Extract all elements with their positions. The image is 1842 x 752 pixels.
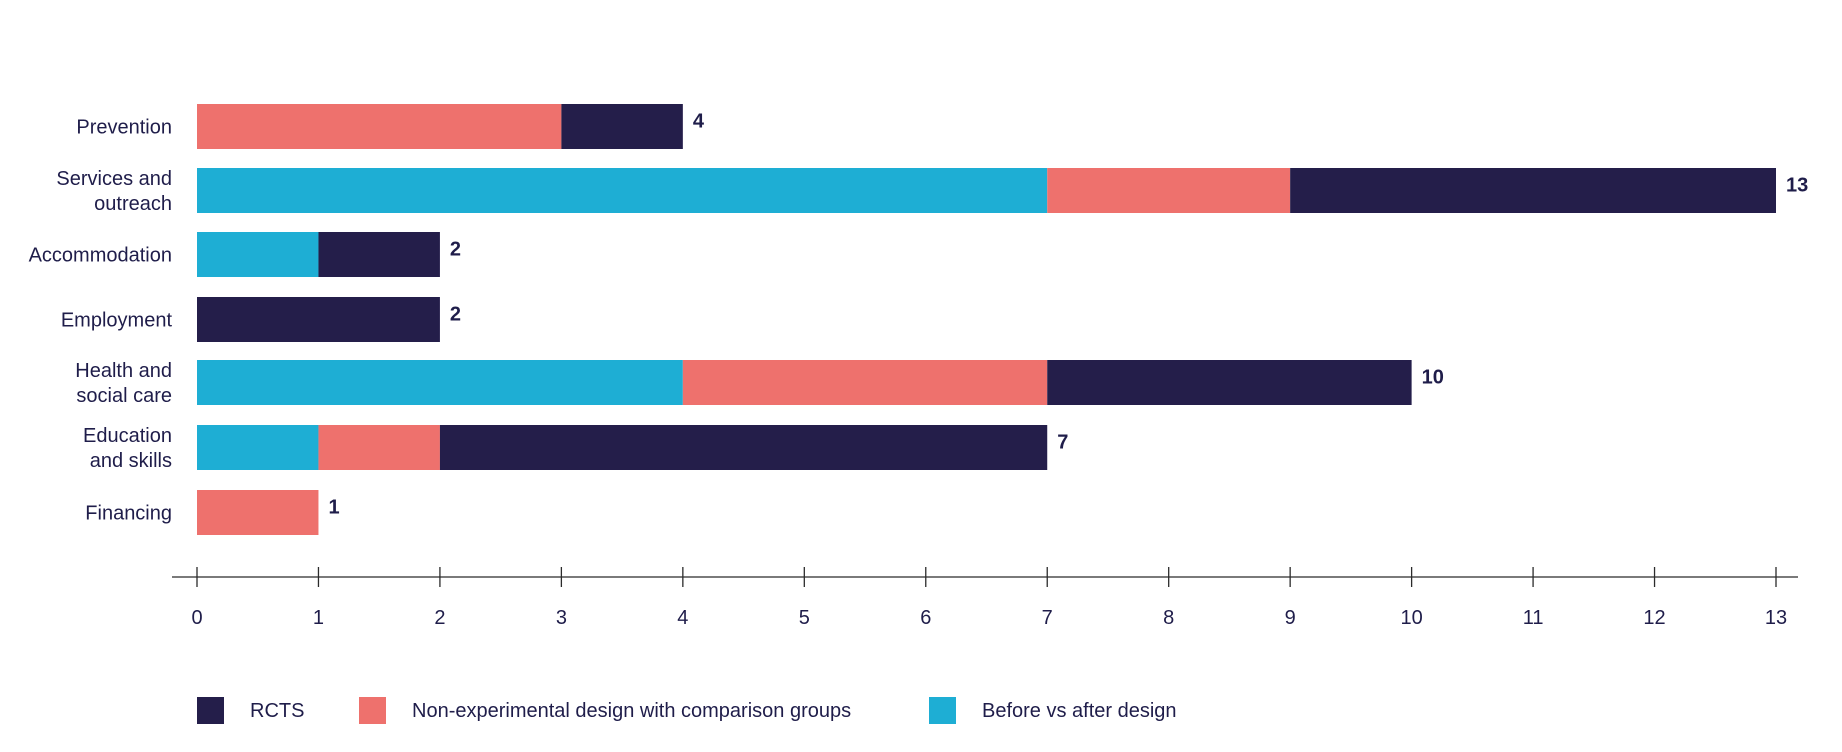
total-label: 13 — [1786, 175, 1808, 197]
legend-item-non-experimental-design-with-comparison-groups: Non-experimental design with comparison … — [359, 697, 851, 724]
bar-education-and-skills-rcts — [439, 425, 1048, 470]
bar-prevention-rcts — [561, 104, 683, 149]
x-tick-label: 7 — [1042, 607, 1053, 629]
x-tick-label: 6 — [920, 607, 931, 629]
bar-health-and-social-care-rcts — [1047, 360, 1412, 405]
legend-item-before-vs-after-design: Before vs after design — [929, 697, 1177, 724]
x-tick-label: 8 — [1163, 607, 1174, 629]
category-label: Prevention — [76, 117, 172, 139]
bar-financing-non-experimental-design-with-comparison-groups — [197, 490, 319, 535]
total-label: 2 — [450, 304, 461, 326]
bar-education-and-skills-before-vs-after-design — [197, 425, 319, 470]
x-axis: 0 1 2 3 4 5 6 7 8 9 10 11 12 13 — [172, 567, 1798, 629]
legend-label: RCTS — [250, 700, 304, 722]
bar-health-and-social-care-non-experimental-design-with-comparison-groups — [682, 360, 1048, 405]
category-label: Employment — [61, 310, 173, 332]
bar-accommodation-before-vs-after-design — [197, 232, 319, 277]
legend-label: Before vs after design — [982, 700, 1177, 722]
x-tick-label: 4 — [677, 607, 688, 629]
bar-services-and-outreach-before-vs-after-design — [197, 168, 1048, 213]
x-tick-label: 5 — [799, 607, 810, 629]
category-label: Services and outreach — [56, 168, 172, 215]
category-label: Education and skills — [83, 425, 172, 472]
category-label: Financing — [85, 503, 172, 525]
total-label: 10 — [1422, 367, 1444, 389]
bar-education-and-skills-non-experimental-design-with-comparison-groups — [318, 425, 440, 470]
bar-accommodation-rcts — [318, 232, 440, 277]
bar-employment-rcts — [197, 297, 440, 342]
legend-swatch — [929, 697, 956, 724]
total-label: 7 — [1057, 432, 1068, 454]
category-labels: Prevention Services and outreach Accommodat… — [29, 117, 173, 525]
category-label: Health and social care — [75, 360, 172, 407]
x-tick-label: 1 — [313, 607, 324, 629]
category-label: Accommodation — [29, 245, 172, 267]
x-tick-label: 2 — [434, 607, 445, 629]
legend-item-rcts: RCTS — [197, 697, 304, 724]
bar-services-and-outreach-rcts — [1290, 168, 1776, 213]
bar-prevention-non-experimental-design-with-comparison-groups — [197, 104, 562, 149]
bar-services-and-outreach-non-experimental-design-with-comparison-groups — [1047, 168, 1291, 213]
total-label: 2 — [450, 239, 461, 261]
total-label: 1 — [328, 497, 339, 519]
total-label: 4 — [693, 111, 705, 133]
legend-swatch — [197, 697, 224, 724]
x-tick-label: 11 — [1523, 607, 1544, 629]
x-tick-label: 13 — [1765, 607, 1787, 629]
legend: RCTS Non-experimental design with compari… — [197, 697, 1177, 724]
legend-swatch — [359, 697, 386, 724]
legend-label: Non-experimental design with comparison … — [412, 700, 851, 722]
x-tick-label: 9 — [1285, 607, 1296, 629]
bars-layer — [197, 104, 1776, 535]
x-tick-label: 10 — [1400, 607, 1422, 629]
bar-health-and-social-care-before-vs-after-design — [197, 360, 683, 405]
x-tick-label: 3 — [556, 607, 567, 629]
x-tick-label: 0 — [191, 607, 202, 629]
x-tick-label: 12 — [1643, 607, 1665, 629]
